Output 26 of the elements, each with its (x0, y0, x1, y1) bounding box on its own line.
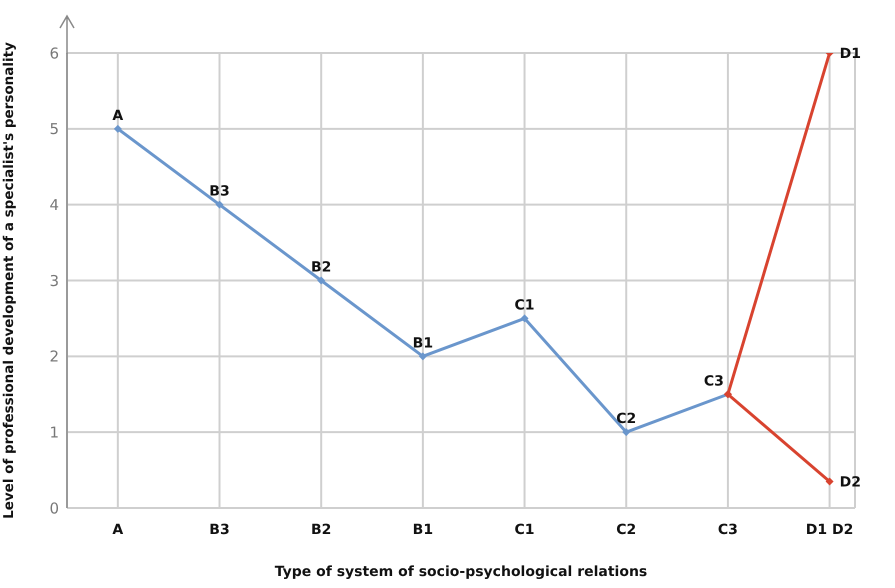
x-tick-label: C1 (514, 522, 535, 538)
x-tick-label: C2 (616, 522, 636, 538)
x-tick-label: B2 (310, 522, 332, 538)
x-axis-title: Type of system of socio-psychological relations (274, 564, 648, 580)
x-tick-label: D1 D2 (806, 522, 854, 538)
y-tick-label: 5 (49, 120, 59, 138)
annotation: D1 (840, 46, 861, 62)
y-tick-label: 6 (49, 44, 59, 62)
annotation: C1 (514, 297, 535, 314)
x-tick-label: A (112, 522, 124, 538)
annotation: C3 (704, 373, 724, 390)
x-tick-label: C3 (718, 522, 738, 538)
y-tick-label: 1 (49, 423, 59, 442)
annotation: B3 (209, 184, 230, 200)
y-tick-label: 3 (49, 272, 59, 290)
annotation: A (112, 108, 124, 124)
x-tick-label: B1 (412, 522, 434, 538)
y-tick-label: 0 (49, 499, 59, 518)
annotation: B2 (310, 260, 332, 276)
y-axis-title: Level of professional development of a specialist's personality (0, 42, 17, 519)
y-tick-label: 2 (49, 348, 59, 366)
y-tick-label: 4 (49, 196, 59, 214)
annotation: C2 (616, 411, 636, 428)
annotation: D2 (840, 474, 861, 490)
x-tick-label: B3 (209, 522, 230, 538)
annotation: B1 (412, 335, 434, 352)
